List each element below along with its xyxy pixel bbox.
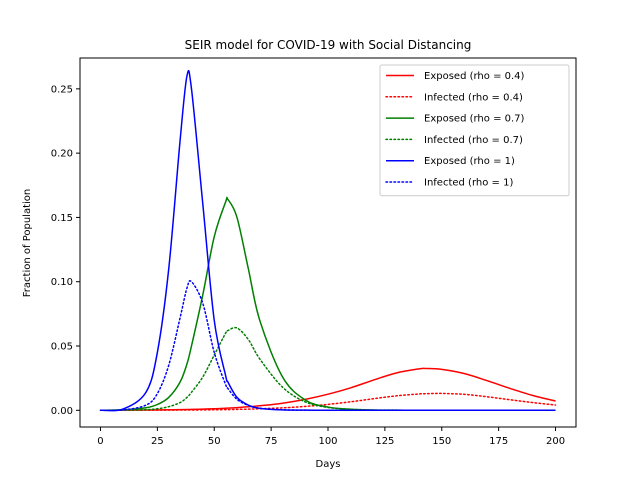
legend-label: Exposed (rho = 0.7) xyxy=(424,114,525,125)
legend-label: Infected (rho = 0.7) xyxy=(424,135,523,146)
x-tick-label: 25 xyxy=(151,436,164,447)
legend-label: Infected (rho = 0.4) xyxy=(424,92,523,103)
x-tick-label: 125 xyxy=(375,436,394,447)
x-axis-label: Days xyxy=(316,459,341,470)
x-axis: 0 25 50 75 100 125 150 175 200 xyxy=(97,427,565,447)
y-tick-label: 0.20 xyxy=(51,149,73,160)
series-layer xyxy=(99,69,557,412)
x-tick-label: 200 xyxy=(546,436,565,447)
series-line-5 xyxy=(99,280,557,412)
y-axis: 0.00 0.05 0.10 0.15 0.20 0.25 xyxy=(51,84,80,417)
legend: Exposed (rho = 0.4) Infected (rho = 0.4) E… xyxy=(379,64,570,197)
legend-label: Exposed (rho = 0.4) xyxy=(424,71,525,82)
chart-title: SEIR model for COVID-19 with Social Dist… xyxy=(185,38,472,52)
legend-label: Exposed (rho = 1) xyxy=(424,156,515,167)
y-tick-label: 0.05 xyxy=(51,342,73,353)
legend-label: Infected (rho = 1) xyxy=(424,178,513,189)
y-tick-label: 0.10 xyxy=(51,277,73,288)
y-tick-label: 0.00 xyxy=(51,406,73,417)
x-tick-label: 75 xyxy=(265,436,278,447)
y-tick-label: 0.15 xyxy=(51,213,73,224)
x-tick-label: 50 xyxy=(208,436,221,447)
legend-frame xyxy=(379,64,570,197)
y-axis-label: Fraction of Population xyxy=(22,189,33,297)
x-tick-label: 175 xyxy=(489,436,508,447)
x-tick-label: 150 xyxy=(432,436,451,447)
x-tick-label: 0 xyxy=(97,436,103,447)
x-tick-label: 100 xyxy=(318,436,337,447)
plot-area xyxy=(99,69,557,412)
y-tick-label: 0.25 xyxy=(51,84,73,95)
